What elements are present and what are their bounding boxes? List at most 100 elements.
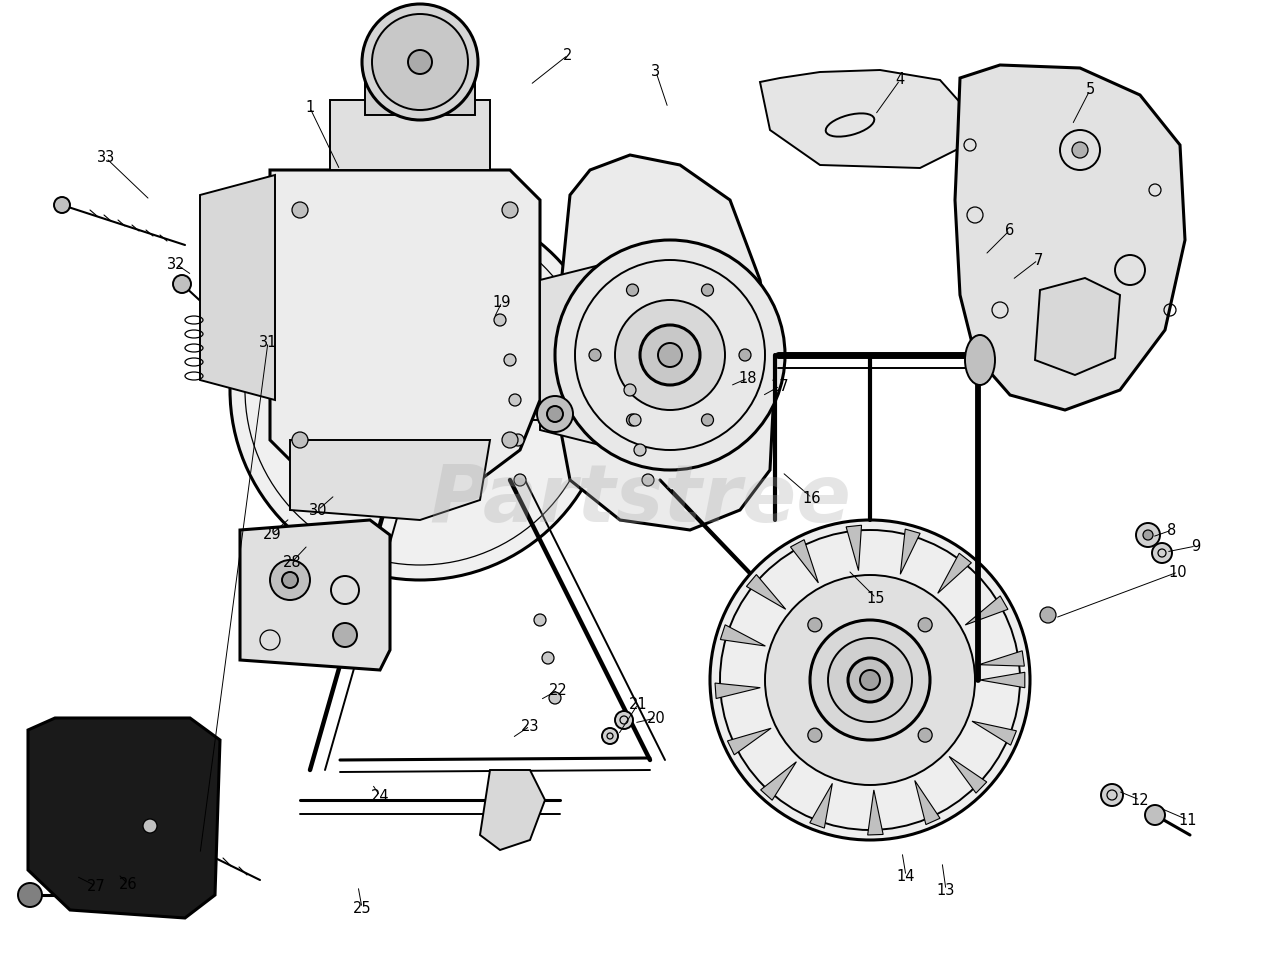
- Circle shape: [710, 520, 1030, 840]
- Text: 28: 28: [283, 555, 301, 569]
- Circle shape: [541, 652, 554, 664]
- Text: 7: 7: [1033, 253, 1043, 268]
- Polygon shape: [200, 175, 275, 400]
- Text: Partstree: Partstree: [429, 461, 851, 539]
- Polygon shape: [727, 728, 771, 755]
- Circle shape: [602, 728, 618, 744]
- Text: 1: 1: [306, 101, 315, 116]
- Circle shape: [1101, 784, 1123, 806]
- Circle shape: [408, 50, 433, 74]
- Text: 6: 6: [1005, 222, 1015, 237]
- Circle shape: [1152, 543, 1172, 563]
- Circle shape: [643, 474, 654, 486]
- Text: 18: 18: [739, 370, 758, 385]
- Circle shape: [658, 343, 682, 367]
- Circle shape: [634, 444, 646, 456]
- Circle shape: [739, 349, 751, 361]
- Polygon shape: [791, 540, 818, 583]
- Polygon shape: [972, 721, 1016, 745]
- Circle shape: [1137, 523, 1160, 547]
- Text: 10: 10: [1169, 564, 1188, 579]
- Text: 21: 21: [628, 697, 648, 711]
- Circle shape: [701, 284, 713, 296]
- Polygon shape: [28, 718, 220, 918]
- Circle shape: [918, 617, 932, 632]
- Polygon shape: [716, 683, 760, 699]
- Text: 12: 12: [1130, 793, 1149, 808]
- Circle shape: [509, 394, 521, 406]
- Circle shape: [292, 432, 308, 448]
- Polygon shape: [846, 525, 861, 570]
- Circle shape: [282, 572, 298, 588]
- Polygon shape: [480, 770, 545, 850]
- Circle shape: [54, 197, 70, 213]
- Circle shape: [625, 384, 636, 396]
- Text: 27: 27: [87, 878, 105, 894]
- Polygon shape: [979, 651, 1024, 666]
- Polygon shape: [291, 440, 490, 520]
- Text: 33: 33: [97, 151, 115, 166]
- Text: 4: 4: [896, 73, 905, 87]
- Text: 24: 24: [371, 789, 389, 804]
- Circle shape: [18, 883, 42, 907]
- Circle shape: [860, 670, 881, 690]
- Circle shape: [808, 728, 822, 742]
- Polygon shape: [1036, 278, 1120, 375]
- Polygon shape: [540, 260, 660, 450]
- Circle shape: [292, 202, 308, 218]
- Polygon shape: [760, 70, 965, 168]
- Text: 31: 31: [259, 334, 278, 350]
- Circle shape: [849, 658, 892, 702]
- Text: 25: 25: [353, 901, 371, 915]
- Circle shape: [918, 728, 932, 742]
- Circle shape: [828, 638, 911, 722]
- Circle shape: [589, 349, 602, 361]
- Circle shape: [810, 620, 931, 740]
- Circle shape: [362, 4, 477, 120]
- Circle shape: [502, 202, 518, 218]
- Circle shape: [626, 284, 639, 296]
- Text: 23: 23: [521, 718, 539, 733]
- Text: 20: 20: [646, 710, 666, 725]
- Text: 32: 32: [166, 257, 186, 271]
- Circle shape: [640, 325, 700, 385]
- Polygon shape: [365, 60, 475, 115]
- Circle shape: [808, 617, 822, 632]
- Polygon shape: [955, 65, 1185, 410]
- Polygon shape: [915, 780, 940, 824]
- Polygon shape: [721, 625, 765, 646]
- Text: 14: 14: [897, 868, 915, 884]
- Circle shape: [504, 354, 516, 366]
- Polygon shape: [868, 790, 883, 835]
- Circle shape: [626, 414, 639, 426]
- Text: 22: 22: [549, 682, 567, 698]
- Polygon shape: [980, 672, 1025, 688]
- Circle shape: [333, 623, 357, 647]
- Circle shape: [502, 432, 518, 448]
- Text: 15: 15: [867, 591, 886, 606]
- Circle shape: [173, 275, 191, 293]
- Text: 26: 26: [119, 876, 137, 892]
- Circle shape: [515, 474, 526, 486]
- Text: 2: 2: [563, 47, 572, 63]
- Circle shape: [143, 819, 157, 833]
- Circle shape: [1073, 142, 1088, 158]
- Circle shape: [701, 414, 713, 426]
- Circle shape: [547, 406, 563, 422]
- Circle shape: [765, 575, 975, 785]
- Polygon shape: [760, 761, 796, 801]
- Polygon shape: [810, 783, 832, 828]
- Circle shape: [538, 396, 573, 432]
- Polygon shape: [330, 100, 490, 170]
- Circle shape: [230, 200, 611, 580]
- Text: 9: 9: [1192, 538, 1201, 554]
- Circle shape: [1146, 805, 1165, 825]
- Text: 19: 19: [493, 295, 511, 310]
- Circle shape: [494, 314, 506, 326]
- Text: 29: 29: [262, 526, 282, 542]
- Circle shape: [1039, 607, 1056, 623]
- Polygon shape: [270, 170, 540, 480]
- Circle shape: [614, 711, 634, 729]
- Text: 11: 11: [1179, 812, 1197, 827]
- Polygon shape: [938, 554, 972, 593]
